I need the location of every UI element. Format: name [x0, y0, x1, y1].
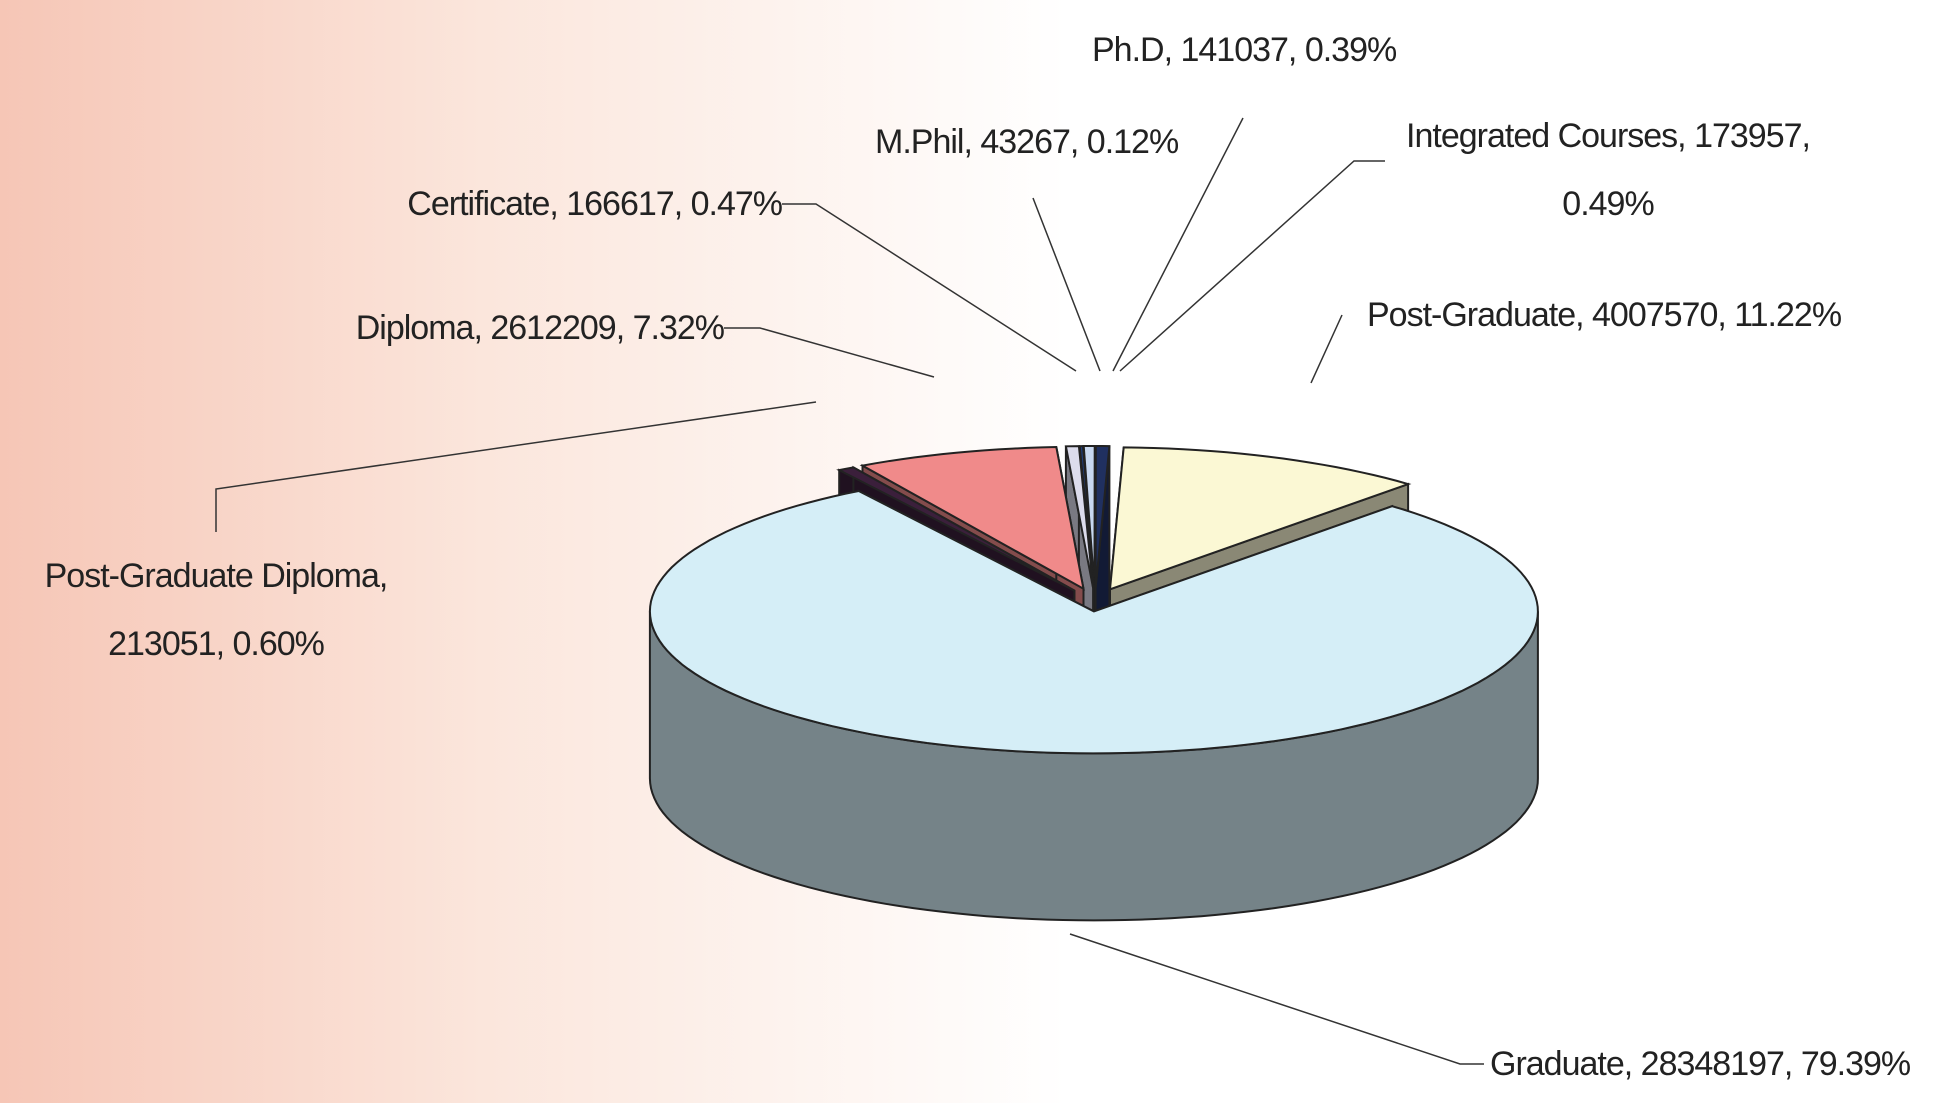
- leader-line: [1032, 197, 1101, 372]
- slice: [1108, 446, 1412, 591]
- slice: [836, 466, 1075, 592]
- leader-line: [1069, 933, 1484, 1065]
- leader-line: [724, 327, 935, 378]
- slice-label: M.Phil, 43267, 0.12%: [875, 123, 1179, 161]
- slice-label: Integrated Courses, 173957, 0.49%: [1406, 117, 1811, 223]
- slice-label: Diploma, 2612209, 7.32%: [355, 309, 725, 347]
- slice: [1094, 445, 1111, 589]
- slice: [859, 445, 1085, 591]
- slice: [648, 489, 1539, 755]
- leader-line: [782, 203, 1077, 372]
- slice-label: Certificate, 166617, 0.47%: [407, 185, 783, 223]
- leader-line: [1119, 160, 1385, 372]
- slice-label: Post-Graduate, 4007570, 11.22%: [1367, 296, 1842, 334]
- slice-label: Graduate, 28348197, 79.39%: [1490, 1045, 1911, 1083]
- leader-line: [1310, 314, 1343, 384]
- leader-line: [1112, 117, 1244, 372]
- slice: [1064, 445, 1095, 589]
- leader-line: [215, 401, 817, 532]
- slice-label: Post-Graduate Diploma, 213051, 0.60%: [44, 557, 389, 663]
- pie: [648, 444, 1539, 922]
- slice-label: Ph.D, 141037, 0.39%: [1092, 31, 1397, 69]
